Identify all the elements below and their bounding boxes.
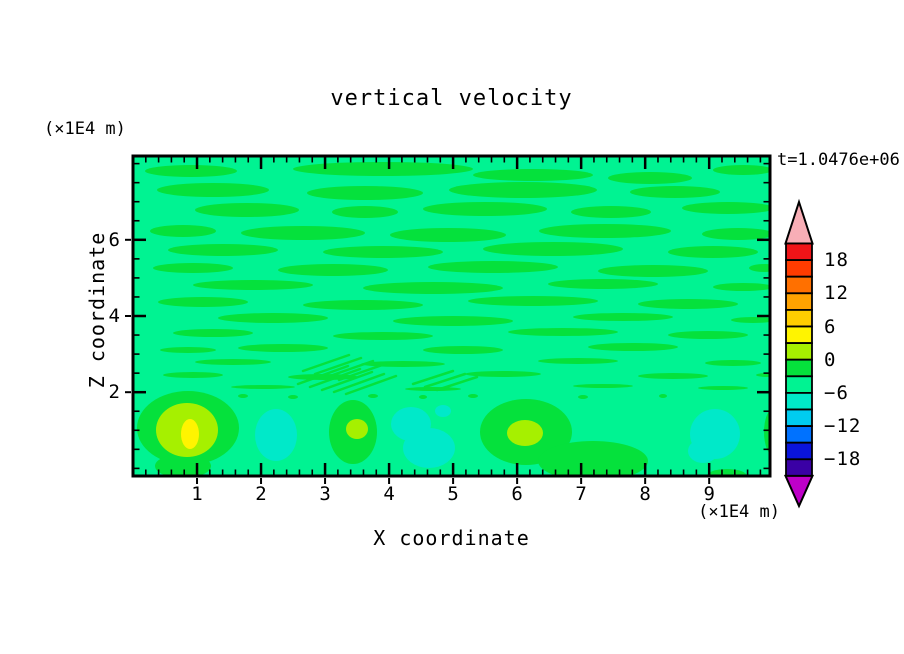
chart-title: vertical velocity [330, 86, 573, 111]
colorbar-label: 12 [824, 282, 849, 305]
x-tick-label: 7 [575, 483, 587, 505]
x-axis-title: X coordinate [373, 526, 530, 550]
x-tick-label: 3 [319, 483, 331, 505]
z-axis-title: Z coordinate [85, 231, 109, 389]
x-tick-label: 1 [191, 483, 203, 505]
x-tick-label: 5 [447, 483, 459, 505]
x-tick-label: 6 [511, 483, 523, 505]
colorbar-label: −18 [824, 448, 862, 471]
colorbar-label: 6 [824, 315, 837, 338]
contour-field [133, 156, 770, 476]
x-tick-label: 8 [639, 483, 651, 505]
z-tick-label: 2 [108, 381, 120, 404]
x-tick-label: 9 [703, 483, 715, 505]
colorbar-label: −12 [824, 415, 862, 438]
time-annotation: t=1.0476e+06 [777, 150, 900, 170]
colorbar [783, 198, 815, 509]
colorbar-label: 18 [824, 249, 849, 272]
colorbar-label: −6 [824, 381, 849, 404]
z-axis-unit-label: (×1E4 m) [44, 119, 126, 139]
axis-ticks [125, 157, 769, 484]
x-axis-unit-label: (×1E4 m) [698, 502, 780, 522]
x-tick-label: 2 [255, 483, 267, 505]
z-tick-label: 6 [108, 228, 120, 251]
colorbar-label: 0 [824, 348, 837, 371]
x-tick-label: 4 [383, 483, 395, 505]
z-tick-label: 4 [108, 305, 120, 327]
